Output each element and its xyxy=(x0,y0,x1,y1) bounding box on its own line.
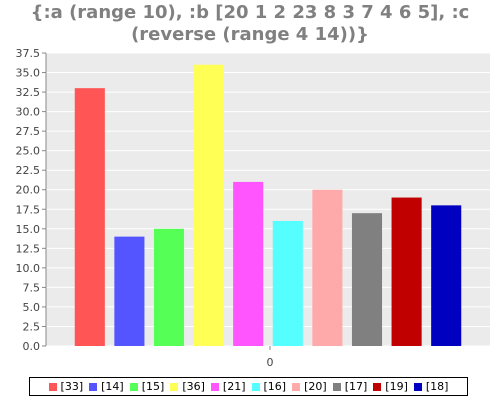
legend-item: [21] xyxy=(210,380,246,393)
legend-label: [33] xyxy=(60,380,84,393)
y-tick-label: 5.0 xyxy=(23,301,41,314)
chart-legend: [33] [14] [15] [36] [21] [16] [20] [17] [19] [18] xyxy=(29,377,468,396)
y-tick-label: 0.0 xyxy=(23,340,41,353)
bar xyxy=(391,197,422,346)
legend-swatch xyxy=(210,382,219,391)
legend-item: [14] xyxy=(89,380,124,393)
legend-swatch xyxy=(292,382,301,391)
legend-label: [19] xyxy=(385,380,408,393)
y-tick-label: 7.5 xyxy=(23,281,41,294)
y-tick-label: 37.5 xyxy=(16,47,41,60)
bar xyxy=(153,228,185,346)
legend-swatch xyxy=(251,382,260,391)
bar xyxy=(431,205,462,346)
y-tick-label: 22.5 xyxy=(16,164,41,177)
y-tick-label: 12.5 xyxy=(16,242,41,255)
bar xyxy=(233,181,264,346)
y-tick-label: 25.0 xyxy=(16,145,41,158)
legend-swatch xyxy=(89,382,98,391)
legend-item: [17] xyxy=(332,380,368,393)
bar xyxy=(272,220,303,346)
bar xyxy=(193,64,224,346)
legend-swatch xyxy=(413,382,422,391)
bar xyxy=(74,88,105,346)
y-tick-label: 15.0 xyxy=(16,223,41,236)
legend-label: [15] xyxy=(141,380,165,393)
legend-swatch xyxy=(332,382,341,391)
legend-label: [14] xyxy=(101,380,124,393)
legend-swatch xyxy=(129,382,138,391)
legend-label: [20] xyxy=(304,380,327,393)
y-tick-label: 17.5 xyxy=(16,203,41,216)
legend-item: [36] xyxy=(170,380,205,393)
y-tick-label: 32.5 xyxy=(16,86,41,99)
bar xyxy=(351,213,383,346)
legend-swatch xyxy=(170,382,179,391)
legend-item: [16] xyxy=(251,380,287,393)
bar xyxy=(312,189,343,346)
legend-item: [33] xyxy=(48,380,84,393)
bar xyxy=(114,236,145,346)
x-tick-label: 0 xyxy=(267,356,274,369)
y-tick-label: 10.0 xyxy=(16,262,41,275)
legend-label: [16] xyxy=(263,380,287,393)
legend-label: [21] xyxy=(222,380,246,393)
legend-label: [17] xyxy=(344,380,368,393)
legend-swatch xyxy=(48,382,57,391)
plot-background xyxy=(46,53,490,346)
legend-swatch xyxy=(373,382,382,391)
legend-item: [15] xyxy=(129,380,165,393)
y-tick-label: 30.0 xyxy=(16,106,41,119)
chart-title: {:a (range 10), :b [20 1 2 23 8 3 7 4 6 … xyxy=(30,2,470,45)
legend-item: [18] xyxy=(413,380,449,393)
y-tick-label: 20.0 xyxy=(16,184,41,197)
y-tick-label: 2.5 xyxy=(23,320,41,333)
legend-item: [19] xyxy=(373,380,408,393)
legend-label: [36] xyxy=(182,380,205,393)
y-tick-label: 27.5 xyxy=(16,125,41,138)
y-tick-label: 35.0 xyxy=(16,67,41,80)
legend-label: [18] xyxy=(425,380,449,393)
legend-item: [20] xyxy=(292,380,327,393)
